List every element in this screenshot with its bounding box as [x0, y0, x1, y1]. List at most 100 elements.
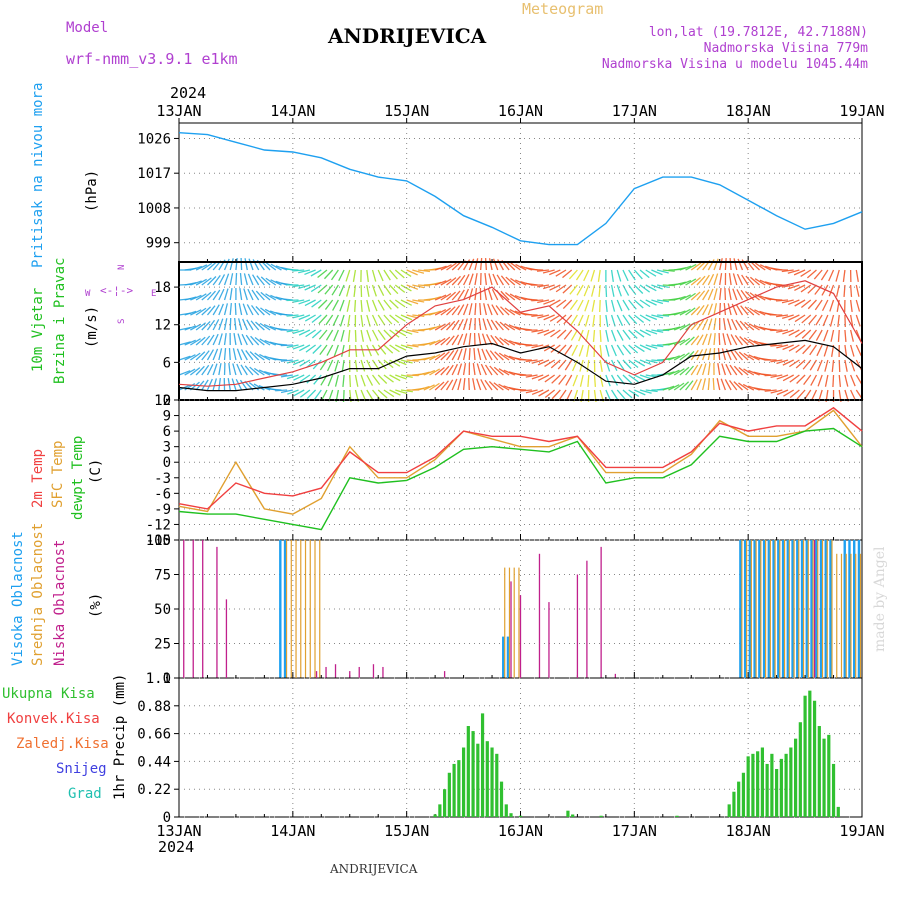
- wind-arrow: [212, 289, 221, 301]
- wind-arrow: [556, 329, 567, 339]
- y-tick-label: 0: [163, 671, 171, 687]
- wind-arrow: [429, 339, 441, 346]
- wind-arrow: [339, 299, 345, 312]
- y-tick-label: 0.66: [137, 727, 171, 743]
- wind-arrow: [738, 366, 749, 376]
- wind-arrow: [434, 294, 447, 301]
- wind-arrow: [537, 374, 550, 382]
- wind-arrow: [821, 299, 829, 312]
- wind-arrow: [482, 318, 487, 331]
- wind-arrow: [400, 344, 413, 350]
- wind-arrow: [201, 379, 209, 391]
- wind-arrow: [371, 284, 377, 297]
- wind-arrow: [645, 344, 658, 349]
- wind-arrow: [389, 314, 400, 324]
- wind-arrow: [423, 369, 436, 376]
- wind-arrow: [293, 389, 305, 397]
- wind-arrow: [563, 329, 573, 340]
- wind-arrow: [299, 374, 311, 383]
- precip-bar: [485, 741, 489, 817]
- wind-arrow: [690, 320, 700, 331]
- wind-arrow: [685, 307, 696, 316]
- wind-arrow: [793, 269, 806, 276]
- wind-arrow: [341, 344, 345, 357]
- wind-arrow: [451, 319, 460, 331]
- wind-arrow: [223, 273, 230, 286]
- wind-arrow: [233, 333, 237, 346]
- wind-arrow: [568, 269, 578, 280]
- wind-arrow: [311, 299, 322, 308]
- wind-arrow: [510, 262, 521, 271]
- wind-arrow: [800, 269, 812, 277]
- wind-arrow: [423, 355, 436, 361]
- wind-arrow: [639, 359, 652, 366]
- wind-arrow: [525, 389, 538, 394]
- wind-arrow: [794, 299, 806, 307]
- precip-bar: [471, 731, 475, 817]
- wind-arrow: [498, 368, 510, 376]
- wind-arrow: [462, 377, 466, 391]
- wind-arrow: [593, 374, 597, 388]
- cloud-high-bar: [843, 540, 846, 678]
- wind-arrow: [656, 269, 669, 274]
- wind-arrow: [616, 299, 623, 312]
- wind-arrow: [724, 287, 727, 301]
- wind-arrow: [616, 344, 625, 356]
- wind-arrow: [831, 359, 835, 373]
- wind-arrow: [472, 363, 476, 376]
- y-tick-label: 3: [163, 440, 171, 456]
- wind-arrow: [252, 274, 260, 286]
- wind-arrow: [218, 363, 222, 376]
- wind-arrow: [338, 284, 345, 297]
- wind-arrow: [429, 324, 441, 331]
- wind-arrow: [417, 269, 431, 273]
- wind-arrow: [509, 308, 521, 316]
- wind-arrow: [377, 314, 386, 326]
- wind-arrow: [457, 304, 465, 316]
- wind-arrow: [622, 269, 629, 282]
- wind-arrow: [354, 329, 357, 343]
- wind-arrow: [306, 389, 317, 400]
- wind-arrow: [795, 359, 806, 369]
- wind-arrow: [434, 352, 446, 361]
- wind-arrow: [451, 261, 462, 271]
- wind-arrow: [707, 377, 710, 391]
- wind-arrow: [748, 323, 760, 331]
- wind-arrow: [347, 329, 351, 343]
- wind-arrow: [740, 289, 749, 301]
- wind-arrow: [696, 378, 702, 391]
- wind-arrow: [474, 302, 477, 316]
- wind-arrow: [605, 359, 611, 372]
- wind-arrow: [334, 359, 339, 372]
- wind-arrow: [488, 273, 493, 286]
- wind-arrow: [319, 359, 328, 371]
- precip-bar: [770, 753, 774, 817]
- wind-arrow: [195, 336, 206, 346]
- wind-arrow: [242, 303, 248, 316]
- wind-arrow: [332, 299, 339, 311]
- wind-arrow: [850, 359, 856, 372]
- wind-arrow: [531, 344, 544, 349]
- wind-arrow: [451, 305, 461, 316]
- wind-arrow: [264, 308, 277, 316]
- wind-arrow: [696, 363, 703, 376]
- wind-arrow: [723, 302, 727, 316]
- wind-arrow: [622, 344, 632, 355]
- wind-arrow: [429, 310, 442, 316]
- wind-arrow: [734, 334, 743, 346]
- wind-arrow: [719, 258, 723, 271]
- y-tick-label: 18: [154, 280, 171, 296]
- wind-arrow: [490, 334, 499, 346]
- wind-arrow: [331, 284, 339, 296]
- wind-arrow: [312, 359, 322, 370]
- precip-bar: [803, 695, 807, 817]
- wind-arrow: [223, 318, 228, 331]
- wind-arrow: [345, 269, 351, 282]
- wind-arrow: [531, 359, 544, 364]
- wind-arrow: [377, 389, 388, 399]
- wind-arrow: [662, 385, 675, 391]
- wind-arrow: [318, 314, 328, 325]
- wind-arrow: [538, 389, 550, 397]
- wind-arrow: [809, 344, 818, 356]
- wind-arrow: [696, 304, 705, 316]
